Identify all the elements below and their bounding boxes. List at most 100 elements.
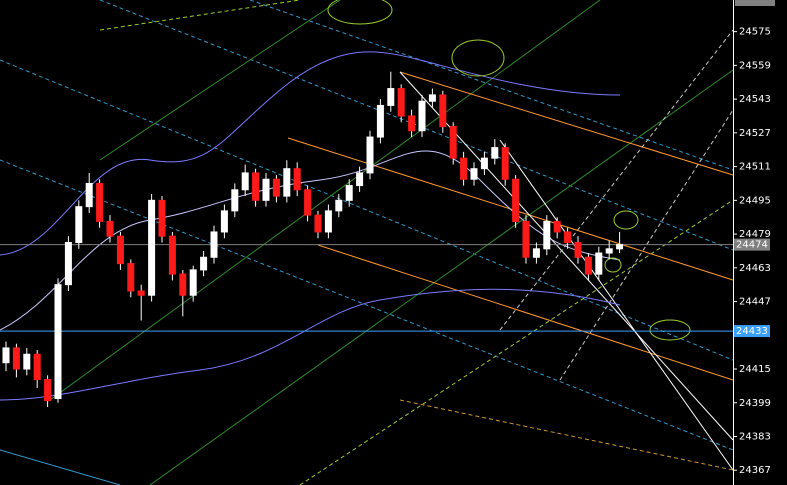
candle-body — [44, 379, 52, 402]
fan-line — [499, 139, 734, 471]
level-tag — [734, 238, 770, 251]
candle-body — [179, 273, 187, 296]
candle-body — [127, 263, 135, 292]
fan-line — [249, 0, 734, 171]
candle-body — [33, 353, 41, 381]
y-tick-label: 24463 — [739, 263, 771, 274]
candle-body — [283, 168, 291, 197]
candle-body — [491, 147, 499, 159]
candle-body — [543, 220, 551, 250]
candle-body — [595, 252, 603, 275]
y-tick-label: 24479 — [739, 229, 771, 240]
fan-line — [0, 449, 121, 485]
y-tick-label: 24575 — [739, 27, 771, 38]
candle-body — [85, 182, 93, 208]
candle-body — [574, 242, 582, 258]
candle-body — [584, 256, 592, 275]
candle-body — [501, 147, 509, 180]
price-tag — [735, 0, 775, 6]
band-line — [0, 288, 621, 401]
candle-body — [189, 269, 197, 296]
candle-body — [75, 206, 83, 243]
candle-body — [376, 104, 384, 138]
candle-body — [408, 115, 416, 132]
candle-body — [137, 290, 145, 296]
candle-body — [158, 199, 166, 237]
candle-body — [293, 168, 301, 191]
channel-line — [99, 0, 341, 161]
candle-body — [345, 185, 353, 201]
candle-body — [148, 199, 156, 296]
marker-ellipse — [451, 39, 505, 77]
candle-body — [605, 248, 613, 254]
candle-body — [439, 94, 447, 128]
candle-body — [272, 178, 280, 197]
fan-line — [0, 59, 734, 361]
fan-line — [559, 109, 734, 381]
candle-body — [252, 172, 260, 201]
channel-line — [317, 244, 734, 381]
candle-body — [64, 242, 72, 286]
candle-body — [231, 189, 239, 212]
marker-ellipse — [613, 210, 639, 230]
candle-body — [616, 244, 624, 250]
candle-body — [512, 178, 520, 222]
candle-body — [324, 210, 332, 233]
y-tick-label: 24383 — [739, 432, 771, 443]
candle-body — [397, 88, 405, 117]
candle-body — [418, 100, 426, 132]
candle-body — [480, 157, 488, 170]
candle-body — [356, 172, 364, 187]
y-tick-label: 24447 — [739, 297, 771, 308]
channel-line — [49, 0, 601, 401]
channel-line — [299, 199, 734, 485]
candle-body — [522, 220, 530, 258]
candle-body — [553, 220, 561, 233]
level-label: 24433 — [736, 326, 768, 337]
channel-line — [99, 0, 301, 31]
candle-body — [12, 347, 20, 370]
candle-body — [428, 94, 436, 102]
candle-body — [532, 248, 540, 258]
channel-line — [399, 71, 734, 176]
marker-ellipse — [604, 257, 622, 273]
y-tick-label: 24543 — [739, 94, 771, 105]
y-tick-label: 24399 — [739, 398, 771, 409]
y-tick-label: 24559 — [739, 60, 771, 71]
marker-ellipse — [649, 319, 691, 341]
candle-body — [449, 126, 457, 159]
candle-body — [220, 210, 228, 233]
candle-body — [2, 347, 10, 364]
candle-body — [470, 168, 478, 180]
candle-body — [23, 353, 31, 370]
candle-body — [116, 235, 124, 265]
candle-body — [387, 88, 395, 106]
y-tick-label: 24367 — [739, 465, 771, 476]
y-tick-label: 24527 — [739, 128, 771, 139]
candle-body — [96, 182, 104, 222]
fan-line — [399, 399, 734, 471]
candle-body — [200, 256, 208, 271]
fan-line — [499, 29, 734, 331]
level-label: 24474 — [736, 240, 768, 251]
fan-line — [99, 0, 734, 251]
candle-body — [366, 136, 374, 174]
candle-body — [241, 172, 249, 191]
candle-body — [54, 284, 62, 400]
y-tick-label: 24495 — [739, 195, 771, 206]
candle-body — [106, 220, 114, 237]
level-tag — [734, 325, 770, 338]
marker-ellipse — [327, 0, 393, 25]
candle-body — [210, 231, 218, 258]
candle-body — [304, 189, 312, 216]
y-tick-label: 24511 — [739, 162, 771, 173]
candle-body — [564, 231, 572, 244]
candle-body — [460, 157, 468, 180]
fan-line — [0, 159, 734, 451]
candle-body — [168, 235, 176, 275]
candle-body — [335, 199, 343, 212]
candle-body — [314, 214, 322, 233]
